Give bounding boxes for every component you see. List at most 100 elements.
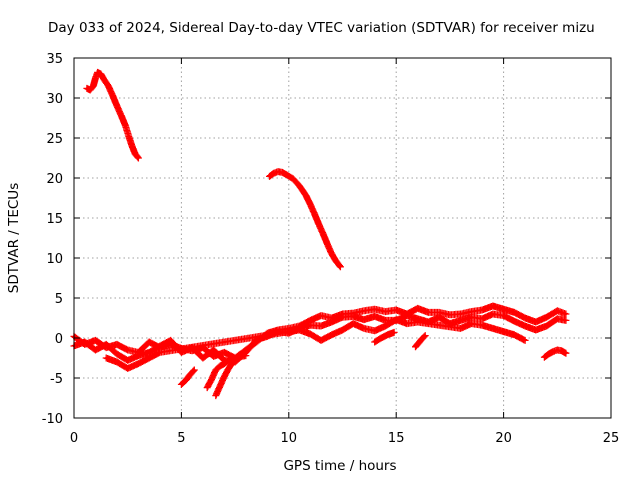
data-point bbox=[405, 314, 409, 317]
data-point bbox=[137, 354, 140, 357]
data-point bbox=[85, 87, 89, 90]
series-late-small-arc bbox=[540, 346, 570, 361]
data-point bbox=[134, 152, 137, 156]
data-point bbox=[83, 340, 86, 344]
data-point bbox=[126, 348, 129, 352]
data-point bbox=[437, 324, 441, 327]
data-point bbox=[502, 330, 505, 333]
data-point bbox=[373, 308, 376, 311]
data-point bbox=[321, 232, 325, 236]
data-point bbox=[502, 308, 505, 311]
data-point bbox=[115, 352, 119, 356]
data-point bbox=[534, 328, 538, 332]
data-point bbox=[244, 354, 248, 357]
y-tick-label: 35 bbox=[46, 52, 63, 67]
data-point bbox=[470, 316, 473, 319]
data-point bbox=[423, 334, 427, 337]
data-point bbox=[379, 336, 383, 340]
data-point bbox=[560, 349, 563, 352]
axis-ticks: 0 5 10 15 20 25 -10 -5 0 5 10 15 20 25 30 35 bbox=[42, 52, 620, 446]
data-point bbox=[480, 317, 484, 320]
data-point bbox=[523, 324, 527, 328]
data-point bbox=[319, 324, 323, 328]
x-tick-label: 0 bbox=[70, 431, 78, 446]
series-arc-midday-high bbox=[266, 168, 344, 271]
data-point bbox=[564, 352, 568, 355]
y-tick-label: 30 bbox=[46, 92, 63, 107]
data-point bbox=[523, 316, 527, 320]
data-point bbox=[564, 312, 568, 316]
data-point bbox=[205, 386, 209, 389]
y-tick-label: 5 bbox=[55, 292, 63, 307]
data-point bbox=[111, 94, 114, 97]
plot-frame bbox=[73, 57, 612, 419]
data-series bbox=[70, 68, 570, 400]
data-point bbox=[105, 356, 108, 360]
x-tick-label: 5 bbox=[177, 431, 185, 446]
y-axis-label: SDTVAR / TECUs bbox=[6, 183, 22, 293]
data-point bbox=[420, 337, 424, 340]
data-point bbox=[373, 329, 376, 332]
data-point bbox=[94, 339, 97, 342]
data-point bbox=[298, 328, 301, 332]
data-point bbox=[339, 265, 342, 268]
data-point bbox=[341, 328, 344, 332]
data-point bbox=[392, 331, 396, 334]
data-point bbox=[523, 339, 527, 342]
data-point bbox=[126, 359, 129, 362]
data-point bbox=[218, 364, 222, 368]
data-point bbox=[268, 175, 271, 178]
data-point bbox=[341, 316, 344, 319]
x-axis-label: GPS time / hours bbox=[283, 458, 396, 474]
data-point bbox=[556, 348, 559, 352]
data-point bbox=[127, 135, 130, 138]
data-point bbox=[227, 359, 230, 362]
data-point bbox=[362, 327, 366, 330]
y-tick-label: 15 bbox=[46, 212, 63, 227]
data-point bbox=[373, 315, 376, 318]
data-point bbox=[158, 351, 162, 354]
data-point bbox=[126, 367, 129, 370]
data-point bbox=[459, 319, 462, 322]
series-rising-dip-long-2 bbox=[203, 353, 237, 392]
data-point bbox=[223, 375, 226, 378]
data-point bbox=[285, 173, 288, 176]
data-point bbox=[309, 203, 312, 206]
series-late-short-2 bbox=[412, 332, 429, 351]
data-point bbox=[137, 156, 140, 160]
data-point bbox=[188, 373, 192, 376]
data-point bbox=[105, 343, 108, 346]
data-point bbox=[480, 324, 484, 327]
data-point bbox=[272, 172, 275, 175]
y-tick-label: -5 bbox=[50, 372, 63, 387]
data-point bbox=[240, 355, 243, 358]
y-tick-label: 0 bbox=[55, 332, 63, 347]
data-point bbox=[231, 356, 235, 359]
data-point bbox=[362, 318, 366, 321]
data-point bbox=[120, 114, 123, 117]
data-point bbox=[556, 309, 559, 312]
data-point bbox=[491, 304, 495, 308]
x-tick-label: 25 bbox=[603, 431, 620, 446]
data-point bbox=[212, 348, 215, 352]
data-point bbox=[130, 144, 134, 148]
data-point bbox=[448, 313, 452, 316]
data-point bbox=[330, 320, 333, 324]
data-point bbox=[352, 322, 355, 325]
series-rising-dip-long-1 bbox=[212, 352, 250, 400]
data-point bbox=[92, 84, 95, 88]
data-point bbox=[218, 384, 222, 388]
data-point bbox=[513, 311, 516, 314]
data-point bbox=[416, 320, 419, 324]
x-tick-label: 10 bbox=[281, 431, 298, 446]
data-point bbox=[313, 212, 316, 216]
data-point bbox=[147, 356, 151, 360]
data-point bbox=[547, 352, 550, 356]
data-point bbox=[437, 316, 441, 319]
data-point bbox=[405, 322, 409, 325]
data-point bbox=[373, 340, 376, 344]
data-point bbox=[227, 367, 230, 370]
data-point bbox=[319, 314, 323, 317]
data-point bbox=[384, 324, 387, 328]
